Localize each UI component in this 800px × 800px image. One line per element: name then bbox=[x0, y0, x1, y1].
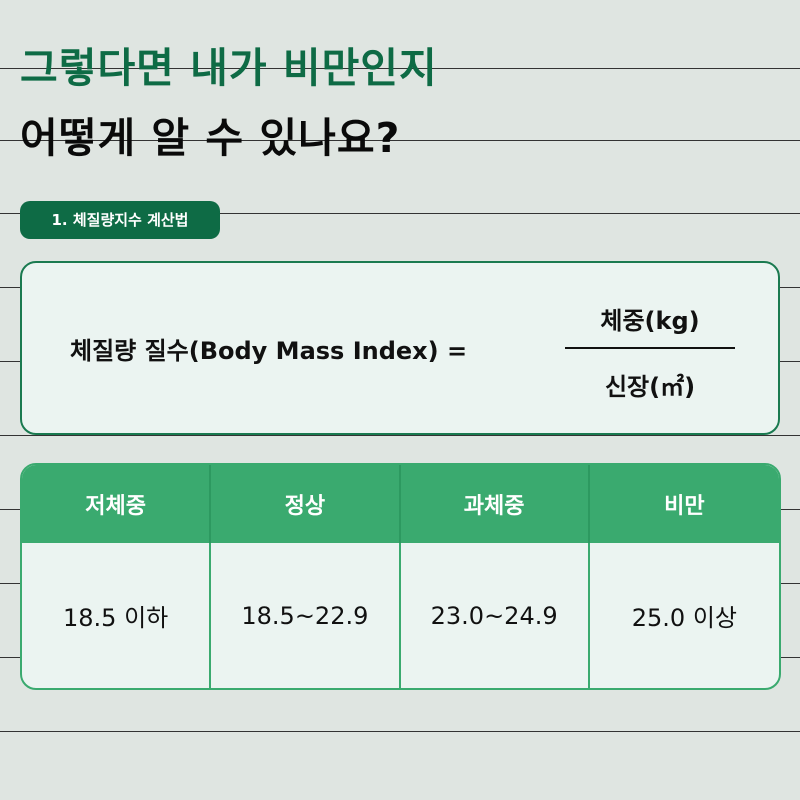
heading-line-2: 어떻게 알 수 있나요? bbox=[20, 114, 401, 162]
heading-line-1: 그렇다면 내가 비만인지 bbox=[20, 44, 438, 92]
bmi-category-table: 저체중 정상 과체중 비만 18.5 이하 18.5~22.9 23.0~24.… bbox=[20, 463, 781, 690]
formula-left-side: 체질량 질수(Body Mass Index) = bbox=[70, 337, 468, 365]
background-rule bbox=[0, 68, 800, 69]
table-header-normal: 정상 bbox=[211, 465, 401, 543]
fraction-bar bbox=[565, 347, 735, 349]
background-rule bbox=[0, 140, 800, 141]
table-cell-underweight: 18.5 이하 bbox=[22, 543, 212, 688]
table-header-obese: 비만 bbox=[589, 465, 779, 543]
bmi-formula-card: 체질량 질수(Body Mass Index) = 체중(kg) 신장(㎡) bbox=[20, 261, 780, 435]
table-cell-normal: 18.5~22.9 bbox=[211, 543, 401, 688]
section-badge: 1. 체질량지수 계산법 bbox=[20, 201, 220, 239]
table-cell-overweight: 23.0~24.9 bbox=[401, 543, 590, 688]
formula-numerator: 체중(kg) bbox=[600, 307, 700, 335]
background-rule bbox=[0, 435, 800, 436]
table-header-overweight: 과체중 bbox=[400, 465, 590, 543]
table-header-underweight: 저체중 bbox=[22, 465, 212, 543]
formula-denominator: 신장(㎡) bbox=[604, 373, 696, 401]
background-rule bbox=[0, 731, 800, 732]
background-rule bbox=[0, 213, 800, 214]
table-cell-obese: 25.0 이상 bbox=[631, 604, 737, 632]
